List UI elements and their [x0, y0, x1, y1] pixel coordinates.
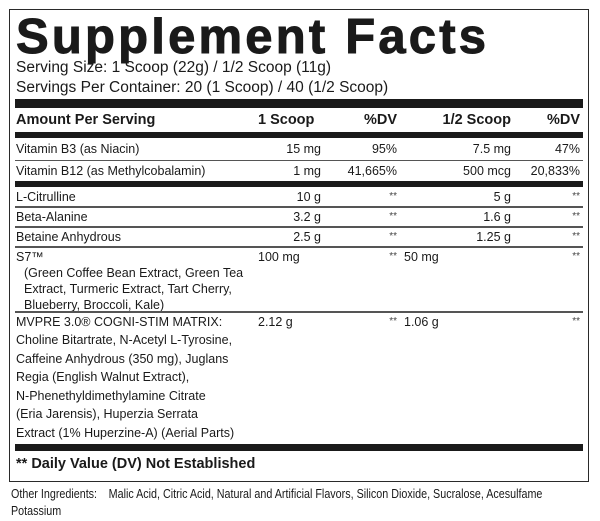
- amount-half-scoop: 7.5 mg: [472, 142, 511, 156]
- dv-1-scoop: **: [389, 316, 397, 327]
- amount-1-scoop: 1 mg: [293, 164, 321, 178]
- thick-divider: [15, 99, 583, 108]
- dv-half-scoop: **: [572, 316, 580, 327]
- panel-title: Supplement Facts: [15, 10, 490, 65]
- ingredient-row: S7™ 100 mg ** 50 mg ** (Green Coffee Bea…: [15, 249, 583, 312]
- ingredient-row: L-Citrulline 10 g ** 5 g **: [15, 189, 583, 206]
- thin-divider: [15, 160, 583, 161]
- dv-half-scoop: **: [572, 251, 580, 262]
- nutrient-name: Vitamin B3 (as Niacin): [16, 142, 140, 156]
- nutrient-row: Vitamin B3 (as Niacin) 15 mg 95% 7.5 mg …: [15, 141, 583, 159]
- other-ingredients: Other Ingredients: Malic Acid, Citric Ac…: [11, 486, 579, 520]
- dv-footnote: ** Daily Value (DV) Not Established: [16, 456, 256, 472]
- dv-half-scoop: 47%: [554, 142, 580, 156]
- ingredient-sub-line: (Eria Jarensis), Huperzia Serrata: [16, 407, 199, 421]
- thin-divider: [15, 311, 583, 313]
- header-dv-half: %DV: [546, 112, 580, 128]
- amount-half-scoop: 50 mg: [404, 250, 439, 264]
- other-ingredients-label: Other Ingredients:: [11, 487, 98, 501]
- ingredient-sub-line: Caffeine Anhydrous (350 mg), Juglans: [16, 351, 229, 366]
- supplement-facts-panel: Supplement Facts Serving Size: 1 Scoop (…: [9, 9, 589, 482]
- ingredient-sub-line: Choline Bitartrate, N-Acetyl L-Tyrosine,: [16, 333, 233, 347]
- ingredient-sub-line: Extract (1% Huperzine-A) (Aerial Parts): [16, 425, 235, 440]
- amount-half-scoop: 500 mcg: [463, 164, 511, 178]
- ingredient-name: Betaine Anhydrous: [16, 230, 121, 244]
- ingredient-sub-line: Extract, Turmeric Extract, Tart Cherry,: [24, 282, 232, 296]
- ingredient-sub-line: (Green Coffee Bean Extract, Green Tea: [24, 266, 244, 280]
- amount-1-scoop: 10 g: [296, 190, 321, 204]
- amount-1-scoop: 3.2 g: [293, 210, 321, 224]
- ingredient-name: S7™: [16, 250, 44, 264]
- thick-divider: [15, 444, 583, 451]
- thick-divider: [15, 132, 583, 138]
- thin-divider: [15, 246, 583, 248]
- nutrient-row: Vitamin B12 (as Methylcobalamin) 1 mg 41…: [15, 163, 583, 181]
- dv-half-scoop: 20,833%: [530, 164, 580, 178]
- other-ingredients-text: Malic Acid, Citric Acid, Natural and Art…: [11, 487, 543, 518]
- ingredient-name: MVPRE 3.0® COGNI-STIM MATRIX:: [16, 315, 223, 329]
- ingredient-row: MVPRE 3.0® COGNI-STIM MATRIX: 2.12 g ** …: [15, 313, 583, 443]
- serving-size: Serving Size: 1 Scoop (22g) / 1/2 Scoop …: [16, 59, 332, 76]
- amount-half-scoop: 1.25 g: [476, 230, 511, 244]
- header-1-scoop: 1 Scoop: [258, 112, 315, 128]
- amount-1-scoop: 100 mg: [258, 250, 300, 264]
- dv-1-scoop: **: [389, 191, 397, 202]
- dv-1-scoop: **: [389, 211, 397, 222]
- ingredient-row: Betaine Anhydrous 2.5 g ** 1.25 g **: [15, 229, 583, 246]
- ingredient-sub-line: N-Phenethyldimethylamine Citrate: [16, 388, 206, 403]
- amount-half-scoop: 5 g: [493, 190, 511, 204]
- thick-divider: [15, 181, 583, 187]
- dv-1-scoop: **: [389, 251, 397, 262]
- ingredient-sub-line: Regia (English Walnut Extract),: [16, 370, 190, 384]
- nutrient-name: Vitamin B12 (as Methylcobalamin): [16, 164, 206, 178]
- header-half-scoop: 1/2 Scoop: [442, 112, 512, 128]
- header-dv-1: %DV: [363, 112, 397, 128]
- amount-half-scoop: 1.06 g: [404, 315, 439, 329]
- dv-half-scoop: **: [572, 211, 580, 222]
- amount-half-scoop: 1.6 g: [483, 210, 511, 224]
- thin-divider: [15, 206, 583, 208]
- servings-per-container: Servings Per Container: 20 (1 Scoop) / 4…: [16, 79, 389, 96]
- header-amount-per-serving: Amount Per Serving: [16, 112, 156, 128]
- amount-1-scoop: 2.12 g: [258, 315, 293, 329]
- ingredient-name: L-Citrulline: [16, 190, 76, 204]
- dv-half-scoop: **: [572, 231, 580, 242]
- ingredient-row: Beta-Alanine 3.2 g ** 1.6 g **: [15, 209, 583, 226]
- dv-1-scoop: 41,665%: [347, 164, 397, 178]
- amount-1-scoop: 15 mg: [286, 142, 321, 156]
- amount-1-scoop: 2.5 g: [293, 230, 321, 244]
- dv-1-scoop: **: [389, 231, 397, 242]
- thin-divider: [15, 226, 583, 228]
- dv-1-scoop: 95%: [371, 142, 397, 156]
- ingredient-name: Beta-Alanine: [16, 210, 88, 224]
- dv-half-scoop: **: [572, 191, 580, 202]
- ingredient-sub-line: Blueberry, Broccoli, Kale): [24, 298, 165, 312]
- column-header-row: Amount Per Serving 1 Scoop %DV 1/2 Scoop…: [15, 109, 583, 131]
